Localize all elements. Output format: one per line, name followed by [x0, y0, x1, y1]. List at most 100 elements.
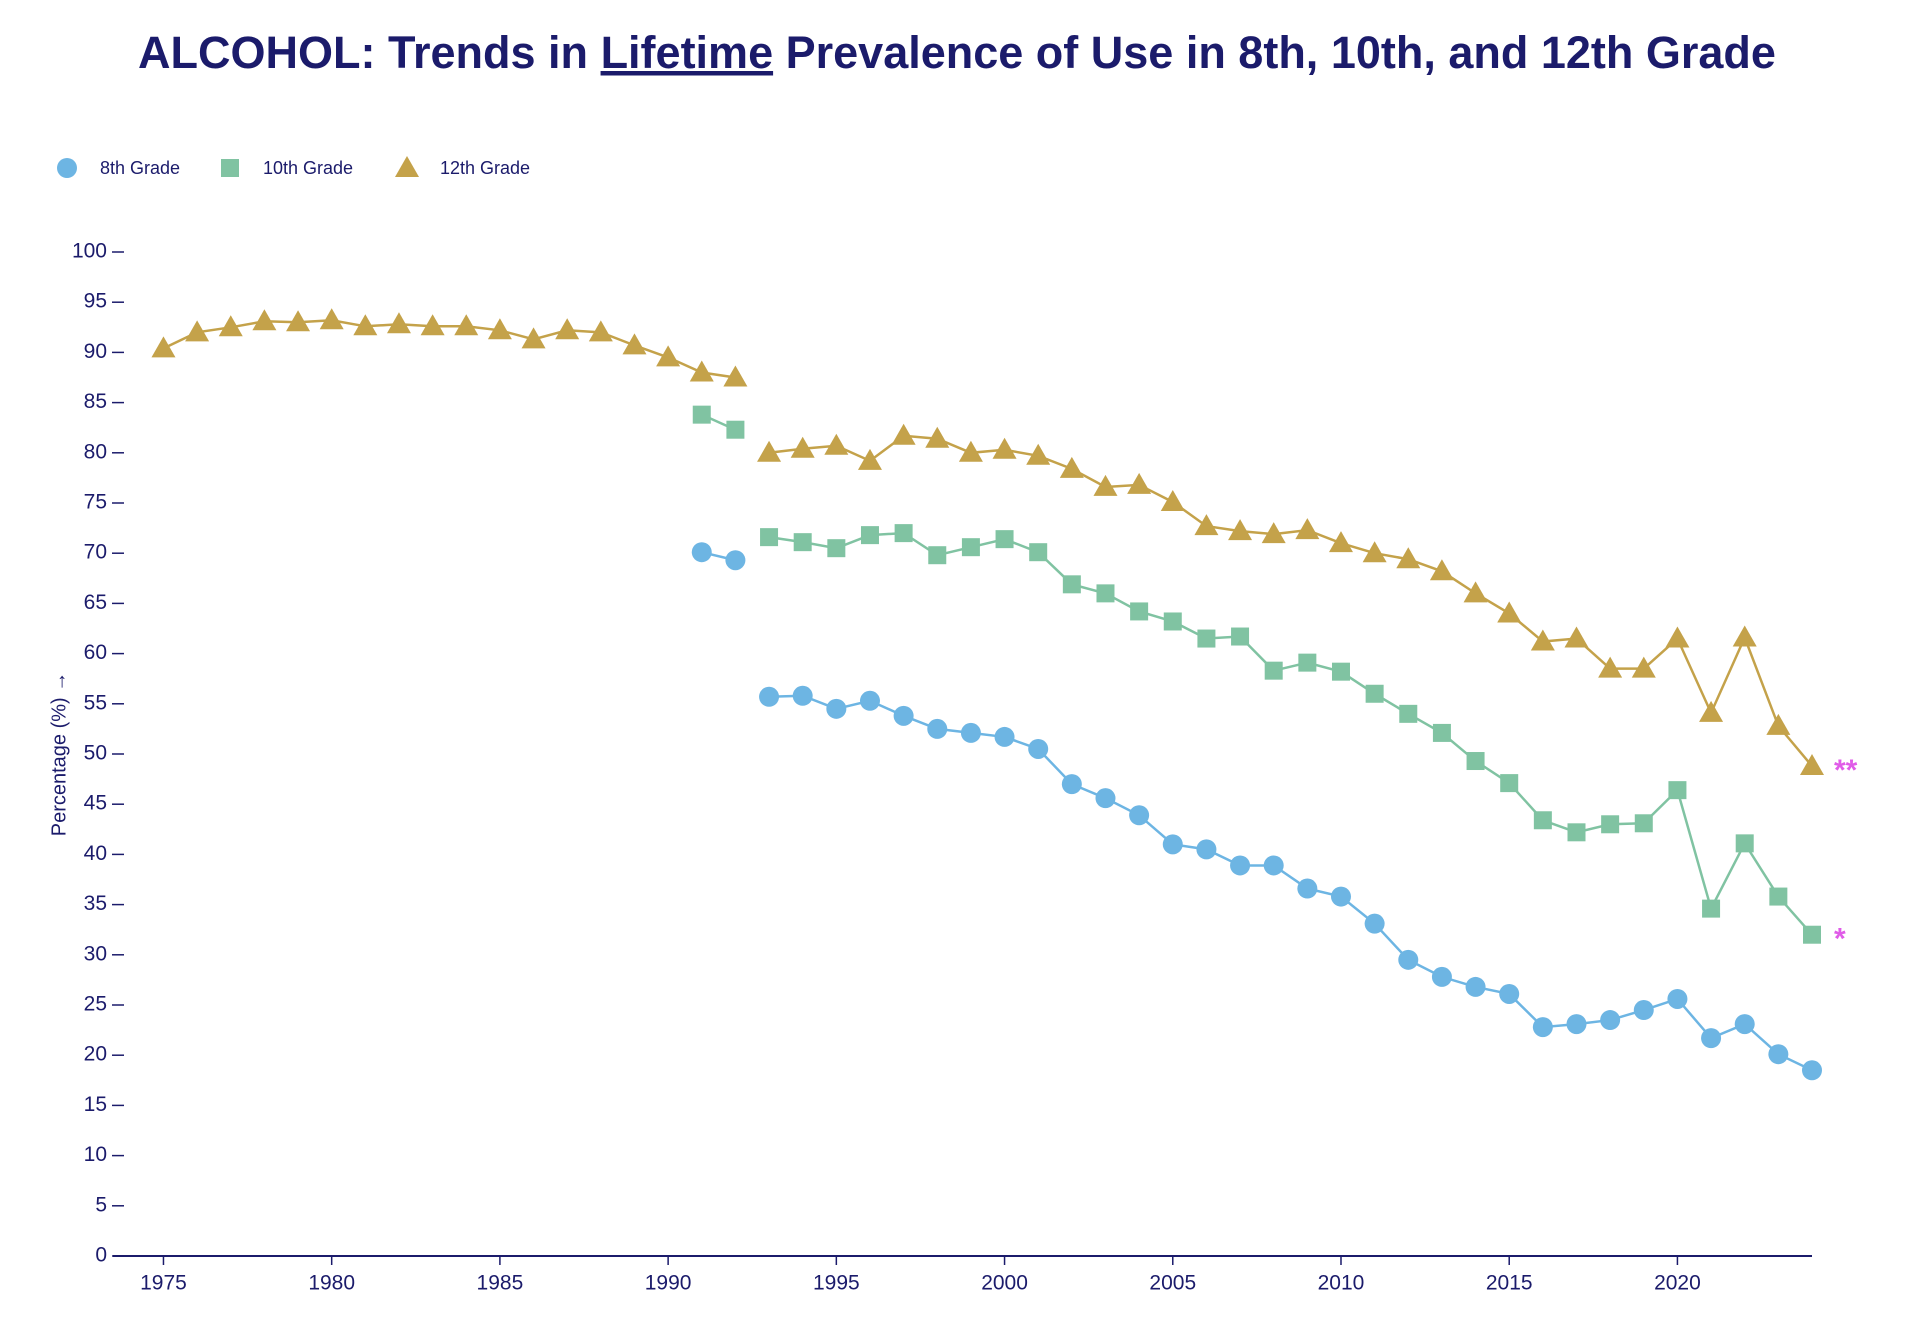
data-point — [760, 528, 779, 547]
data-point — [555, 318, 580, 340]
data-point — [1399, 704, 1418, 723]
data-point — [1197, 629, 1216, 648]
data-point — [992, 437, 1017, 459]
data-point — [1497, 601, 1522, 623]
data-point — [726, 420, 745, 439]
data-point — [1062, 575, 1081, 594]
data-point — [1598, 656, 1623, 678]
y-tick-label: 35 — [84, 892, 107, 915]
data-point — [1029, 543, 1048, 562]
data-point — [1567, 823, 1586, 842]
data-point — [1362, 541, 1387, 563]
data-point — [925, 426, 950, 448]
data-point — [1228, 519, 1253, 541]
y-tick-label: 70 — [84, 541, 107, 564]
data-point — [1533, 811, 1552, 830]
y-tick-label: 20 — [84, 1043, 107, 1066]
data-point — [1734, 1014, 1755, 1035]
data-point — [1162, 834, 1183, 855]
data-point — [1768, 1044, 1789, 1065]
data-point — [725, 550, 746, 571]
data-point — [891, 423, 916, 445]
legend-marker — [57, 158, 77, 178]
data-point — [1668, 781, 1687, 800]
data-point — [487, 318, 512, 340]
title-emphasis: Lifetime — [601, 27, 774, 78]
data-point — [1231, 627, 1250, 646]
y-tick-label: 75 — [84, 491, 107, 514]
data-point — [689, 360, 714, 382]
data-point — [960, 722, 981, 743]
data-point — [1330, 886, 1351, 907]
data-point — [857, 448, 882, 470]
legend-label: 8th Grade — [100, 158, 180, 178]
legend-marker — [221, 159, 239, 177]
data-point — [1028, 738, 1049, 759]
data-point — [1601, 815, 1620, 834]
data-point — [759, 686, 780, 707]
data-point — [1665, 626, 1690, 648]
y-tick-label: 30 — [84, 942, 107, 965]
y-tick-label: 5 — [95, 1193, 107, 1216]
title-part: Prevalence of Use in 8th, 10th, and 12th… — [786, 27, 1776, 78]
data-point — [1769, 887, 1788, 906]
data-point — [1699, 700, 1724, 722]
data-point — [1298, 653, 1317, 672]
y-tick-label: 45 — [84, 792, 107, 815]
data-point — [1600, 1010, 1621, 1031]
x-tick-label: 2020 — [1654, 1272, 1701, 1295]
data-point — [1500, 774, 1519, 793]
data-point — [420, 314, 445, 336]
data-point — [958, 440, 983, 462]
data-point — [1732, 625, 1757, 647]
x-tick-label: 1985 — [477, 1272, 524, 1295]
data-point — [1297, 878, 1318, 899]
data-point — [1196, 839, 1217, 860]
data-point — [1059, 456, 1084, 478]
data-point — [1295, 518, 1320, 540]
data-point — [1429, 559, 1454, 581]
data-point — [1667, 988, 1688, 1009]
data-point — [1026, 443, 1051, 465]
chart-title: ALCOHOL: Trends in Lifetime Prevalence o… — [138, 27, 1776, 78]
series-note: ** — [1834, 754, 1858, 787]
data-point — [656, 345, 681, 367]
data-point — [792, 685, 813, 706]
data-point — [1802, 1060, 1822, 1081]
data-point — [1735, 834, 1754, 853]
y-tick-label: 65 — [84, 591, 107, 614]
data-point — [1396, 547, 1421, 569]
y-tick-label: 80 — [84, 440, 107, 463]
data-point — [1398, 949, 1419, 970]
data-point — [1634, 814, 1653, 833]
data-point — [790, 436, 815, 458]
y-tick-label: 95 — [84, 290, 107, 313]
data-point — [692, 405, 711, 424]
data-point — [723, 365, 748, 387]
y-tick-label: 10 — [84, 1143, 107, 1166]
y-tick-label: 85 — [84, 390, 107, 413]
data-point — [1701, 1028, 1722, 1049]
data-point — [859, 690, 880, 711]
y-tick-label: 50 — [84, 742, 107, 765]
data-point — [1466, 752, 1485, 771]
data-point — [1160, 489, 1185, 511]
data-point — [1631, 656, 1656, 678]
data-point — [521, 327, 546, 349]
data-point — [218, 315, 243, 337]
data-point — [386, 312, 411, 334]
data-point — [1564, 626, 1589, 648]
data-point — [1702, 899, 1721, 918]
y-tick-label: 90 — [84, 340, 107, 363]
data-point — [961, 538, 980, 557]
data-point — [927, 718, 948, 739]
series-line — [701, 550, 1813, 1072]
data-point — [588, 320, 613, 342]
data-point — [1328, 531, 1353, 553]
data-point — [1766, 713, 1791, 735]
data-point — [860, 526, 879, 545]
x-tick-label: 1995 — [813, 1272, 860, 1295]
y-tick-label: 100 — [72, 240, 107, 263]
data-point — [995, 530, 1014, 549]
data-point — [894, 524, 913, 543]
